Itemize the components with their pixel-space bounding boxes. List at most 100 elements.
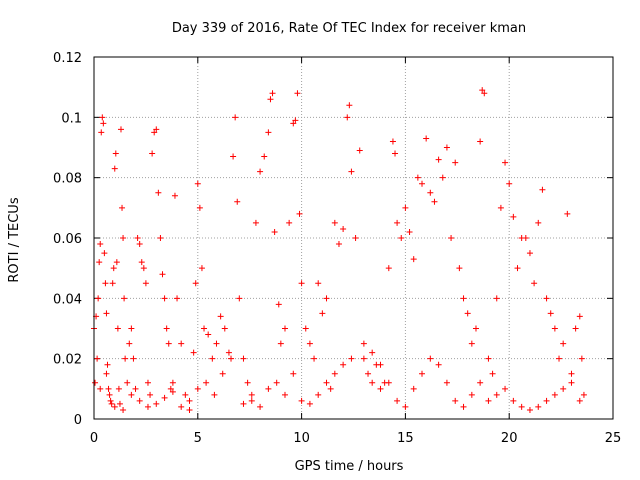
data-point	[217, 313, 224, 320]
data-point	[228, 355, 235, 362]
x-tick-label: 10	[293, 431, 310, 446]
data-point	[352, 235, 359, 241]
data-points	[91, 87, 587, 413]
data-point	[419, 180, 426, 187]
data-point	[111, 165, 118, 172]
data-point	[178, 340, 185, 347]
data-point	[196, 204, 203, 211]
data-point	[105, 385, 112, 392]
data-point	[315, 280, 322, 287]
data-point	[174, 295, 181, 302]
data-point	[99, 114, 106, 121]
data-point	[568, 370, 575, 377]
data-point	[460, 295, 467, 302]
data-point	[535, 403, 542, 410]
chart-title: Day 339 of 2016, Rate Of TEC Index for r…	[172, 21, 526, 36]
data-point	[271, 228, 278, 235]
data-point	[402, 403, 409, 410]
data-point	[392, 150, 399, 157]
data-point	[159, 271, 166, 278]
data-point	[267, 96, 274, 103]
data-point	[234, 198, 241, 205]
data-point	[257, 168, 264, 175]
data-point	[97, 241, 104, 248]
data-point	[124, 379, 131, 386]
data-point	[198, 265, 205, 272]
data-point	[580, 391, 587, 398]
data-point	[286, 219, 293, 226]
data-point	[385, 379, 392, 386]
data-point	[194, 385, 201, 392]
data-point	[236, 295, 243, 302]
data-point	[101, 250, 108, 257]
data-point	[340, 361, 347, 368]
data-point	[394, 219, 401, 226]
data-point	[136, 241, 143, 248]
data-point	[468, 340, 475, 347]
data-point	[360, 355, 367, 362]
data-point	[502, 385, 509, 392]
data-point	[502, 159, 509, 166]
data-point	[240, 400, 247, 407]
data-point	[423, 135, 430, 142]
data-point	[116, 400, 123, 407]
data-point	[149, 150, 156, 157]
data-point	[435, 361, 442, 368]
data-point	[460, 403, 467, 410]
data-point	[132, 385, 139, 392]
y-tick-label: 0.12	[53, 51, 82, 66]
data-point	[157, 235, 164, 241]
data-point	[203, 379, 210, 386]
data-point	[572, 325, 579, 332]
data-point	[456, 265, 463, 272]
data-point	[95, 295, 102, 302]
x-tick-label: 20	[501, 431, 518, 446]
data-point	[323, 295, 330, 302]
data-point	[134, 235, 141, 241]
data-point	[302, 325, 309, 332]
data-point	[100, 120, 107, 127]
data-point	[298, 280, 305, 287]
data-point	[96, 259, 103, 266]
y-tick-label: 0.08	[53, 172, 82, 187]
data-point	[140, 265, 147, 272]
x-tick-label: 5	[194, 431, 202, 446]
data-point	[111, 403, 118, 410]
data-point	[348, 355, 355, 362]
data-point	[269, 90, 276, 97]
data-point	[568, 379, 575, 386]
data-point	[252, 219, 259, 226]
data-point	[464, 310, 471, 317]
y-tick-label: 0.04	[53, 292, 82, 307]
y-tick-label: 0	[74, 413, 82, 428]
data-point	[225, 349, 232, 356]
data-point	[151, 129, 158, 136]
data-point	[319, 310, 326, 317]
data-point	[169, 379, 176, 386]
data-point	[402, 204, 409, 211]
data-point	[161, 394, 168, 401]
data-point	[543, 295, 550, 302]
data-point	[427, 355, 434, 362]
data-point	[205, 331, 212, 338]
data-point	[112, 150, 119, 157]
data-point	[335, 241, 342, 248]
data-point	[117, 126, 124, 133]
data-point	[94, 355, 101, 362]
data-point	[128, 325, 135, 332]
data-point	[510, 213, 517, 220]
data-point	[377, 385, 384, 392]
data-point	[510, 397, 517, 404]
data-point	[244, 379, 251, 386]
data-point	[526, 406, 533, 413]
data-point	[115, 385, 122, 392]
data-point	[290, 120, 297, 127]
data-point	[240, 355, 247, 362]
data-point	[294, 90, 301, 97]
data-point	[331, 370, 338, 377]
data-point	[194, 180, 201, 187]
data-point	[468, 391, 475, 398]
data-point	[497, 204, 504, 211]
data-point	[311, 355, 318, 362]
data-point	[506, 180, 513, 187]
